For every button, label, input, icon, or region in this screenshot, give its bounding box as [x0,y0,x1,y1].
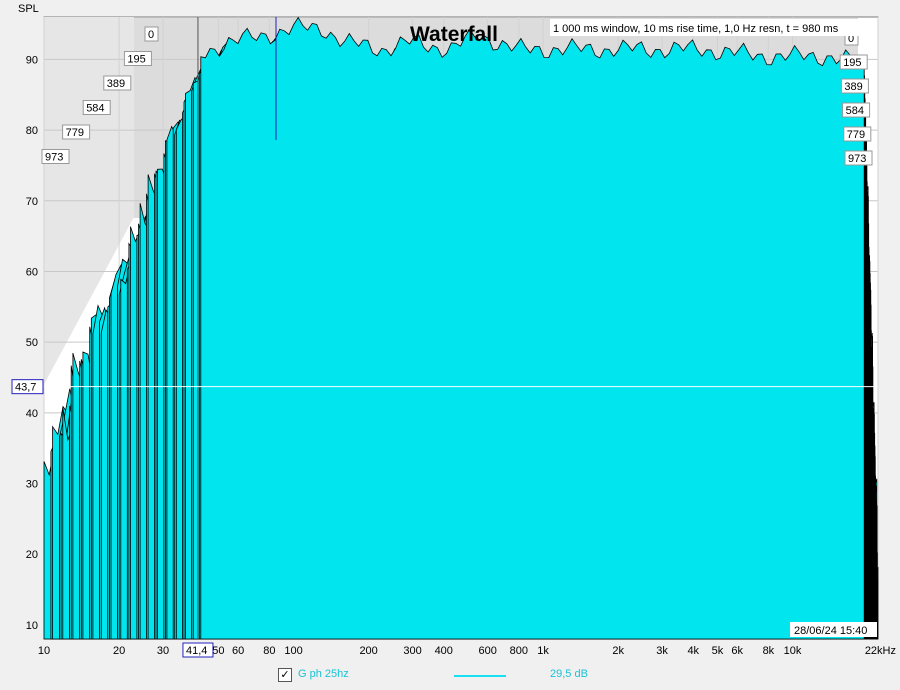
time-label-box-right [840,78,869,94]
x-tick-label: 20 [113,645,125,657]
y-tick-label: 40 [26,408,38,420]
time-label-left: 195 [127,54,145,66]
timestamp: 28/06/24 15:40 [794,625,867,637]
time-label-box-left [103,75,132,91]
time-label-box-left [144,26,159,42]
x-tick-label: 22kHz [865,645,896,657]
chart-info: 1 000 ms window, 10 ms rise time, 1,0 Hz… [553,23,839,35]
x-tick-label: 80 [263,645,275,657]
time-label-box-right [842,102,871,118]
time-label-right: 195 [843,57,861,69]
x-tick-label: 800 [510,645,528,657]
legend-checkbox[interactable]: ✓ [278,668,292,682]
x-tick-label: 60 [232,645,244,657]
waterfall-slice [200,16,865,640]
time-label-right: 973 [848,153,866,165]
legend: ✓ G ph 25hz 29,5 dB [278,666,878,686]
y-tick-label: 60 [26,266,38,278]
time-label-right: 779 [847,129,865,141]
chart-title: Waterfall [410,23,498,46]
y-tick-labels: 10 20 30 40 50 60 70 80 90 [26,54,38,631]
time-label-box-left [41,149,70,164]
time-label-box-left [82,100,111,115]
x-tick-label: 1k [537,645,549,657]
x-tick-label: 10 [38,645,50,657]
cursor-x-label-box [182,642,214,658]
time-label-box-right [839,54,868,70]
y-tick-label: 50 [26,337,38,349]
cursor-x-label: 41,4 [186,645,207,657]
time-label-box-right [843,126,872,142]
time-label-left: 0 [148,29,154,41]
x-tick-label: 2k [612,645,624,657]
x-tick-label: 100 [284,645,302,657]
time-label-box-left [123,51,152,66]
legend-line-swatch [454,675,506,677]
info-box [550,19,877,36]
x-tick-label: 300 [403,645,421,657]
legend-series-name: G ph 25hz [298,668,349,680]
x-tick-label: 600 [479,645,497,657]
x-tick-label: 200 [359,645,377,657]
time-label-right: 0 [848,33,854,45]
x-tick-label: 8k [763,645,775,657]
cursor-y-label: 43,7 [15,382,36,394]
y-tick-label: 90 [26,54,38,66]
x-tick-label: 6k [731,645,743,657]
x-tick-label: 400 [435,645,453,657]
cursor-y-label-box [11,379,44,395]
x-tick-label: 3k [656,645,668,657]
y-tick-label: 70 [26,196,38,208]
time-label-box-right [844,150,873,166]
y-tick-label: 30 [26,479,38,491]
time-label-left: 973 [45,152,63,164]
x-tick-label: 4k [687,645,699,657]
waterfall-plot: 43,7 41,4 10 20 30 40 50 60 70 80 90 10 20 30 50 60 80… [11,3,896,658]
x-tick-label: 30 [157,645,169,657]
time-label-left: 584 [86,103,104,115]
time-label-right: 389 [844,81,862,93]
x-tick-labels: 10 20 30 50 60 80 100 200 300 400 600 800 1k 2k 3k 4k 5k… [38,645,896,657]
time-label-box-left [62,124,91,140]
cursor-crosshair[interactable]: 43,7 41,4 [11,17,878,658]
x-tick-label: 50 [212,645,224,657]
time-label-right: 584 [846,105,864,117]
time-label-left: 779 [66,127,84,139]
waterfall-slices [43,16,879,640]
timestamp-box [790,622,877,637]
x-tick-label: 5k [712,645,724,657]
y-axis-label: SPL [18,3,39,15]
x-tick-label: 10k [784,645,802,657]
y-tick-label: 20 [26,549,38,561]
y-tick-label: 10 [26,620,38,632]
y-tick-label: 80 [26,125,38,137]
legend-series-value: 29,5 dB [550,668,588,680]
time-label-left: 389 [107,78,125,90]
